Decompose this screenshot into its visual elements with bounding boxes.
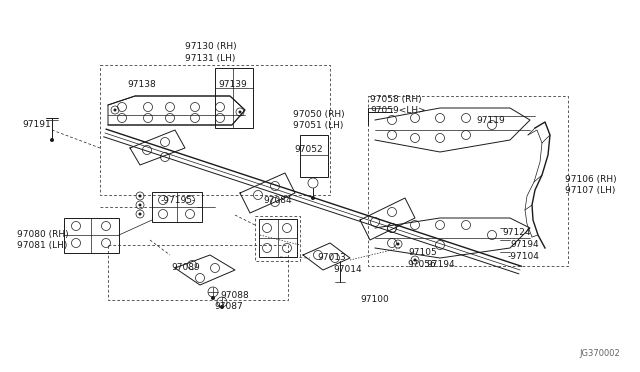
Text: 97084: 97084: [263, 196, 292, 205]
Text: 97088: 97088: [220, 291, 249, 300]
Text: -97195-: -97195-: [161, 196, 196, 205]
Bar: [215, 68, 253, 128]
Text: 97056: 97056: [407, 260, 436, 269]
Text: 97106 (RH): 97106 (RH): [565, 175, 616, 184]
Text: 97080 (RH): 97080 (RH): [17, 230, 68, 239]
Text: 97107 (LH): 97107 (LH): [565, 186, 616, 195]
Bar: [100, 65, 330, 195]
Text: JG370002: JG370002: [579, 349, 620, 358]
Text: 97051 (LH): 97051 (LH): [293, 121, 344, 130]
Text: 97081 (LH): 97081 (LH): [17, 241, 67, 250]
Text: 97124: 97124: [502, 228, 531, 237]
Text: 97105: 97105: [408, 248, 436, 257]
Text: -97104: -97104: [508, 252, 540, 261]
Circle shape: [311, 196, 315, 200]
Text: 97013: 97013: [317, 253, 346, 262]
Text: 97050 (RH): 97050 (RH): [293, 110, 344, 119]
Circle shape: [138, 203, 141, 206]
Circle shape: [413, 259, 417, 262]
Text: 97058 (RH): 97058 (RH): [370, 95, 422, 104]
Text: 97059<LH>: 97059<LH>: [370, 106, 426, 115]
Text: 97014: 97014: [333, 265, 362, 274]
Text: 97194: 97194: [510, 240, 539, 249]
Text: 97119: 97119: [476, 116, 505, 125]
Circle shape: [239, 110, 241, 113]
Circle shape: [50, 138, 54, 142]
Circle shape: [220, 305, 224, 309]
Bar: [108, 245, 288, 300]
Text: 97087: 97087: [214, 302, 243, 311]
Text: 97131 (LH): 97131 (LH): [185, 54, 236, 63]
Text: 97191: 97191: [22, 120, 51, 129]
Circle shape: [211, 296, 215, 300]
Circle shape: [113, 109, 116, 112]
Text: 97194: 97194: [426, 260, 454, 269]
Text: 97138: 97138: [127, 80, 156, 89]
Bar: [152, 192, 202, 222]
Text: 97139: 97139: [218, 80, 247, 89]
Text: 97089: 97089: [171, 263, 200, 272]
Circle shape: [138, 195, 141, 198]
Text: 97100: 97100: [360, 295, 388, 304]
Bar: [259, 219, 297, 257]
Circle shape: [397, 243, 399, 246]
Text: 97130 (RH): 97130 (RH): [185, 42, 237, 51]
Bar: [64, 218, 119, 253]
Bar: [300, 135, 328, 177]
Bar: [255, 216, 300, 261]
Bar: [368, 96, 568, 266]
Text: 97052: 97052: [294, 145, 323, 154]
Circle shape: [138, 212, 141, 215]
